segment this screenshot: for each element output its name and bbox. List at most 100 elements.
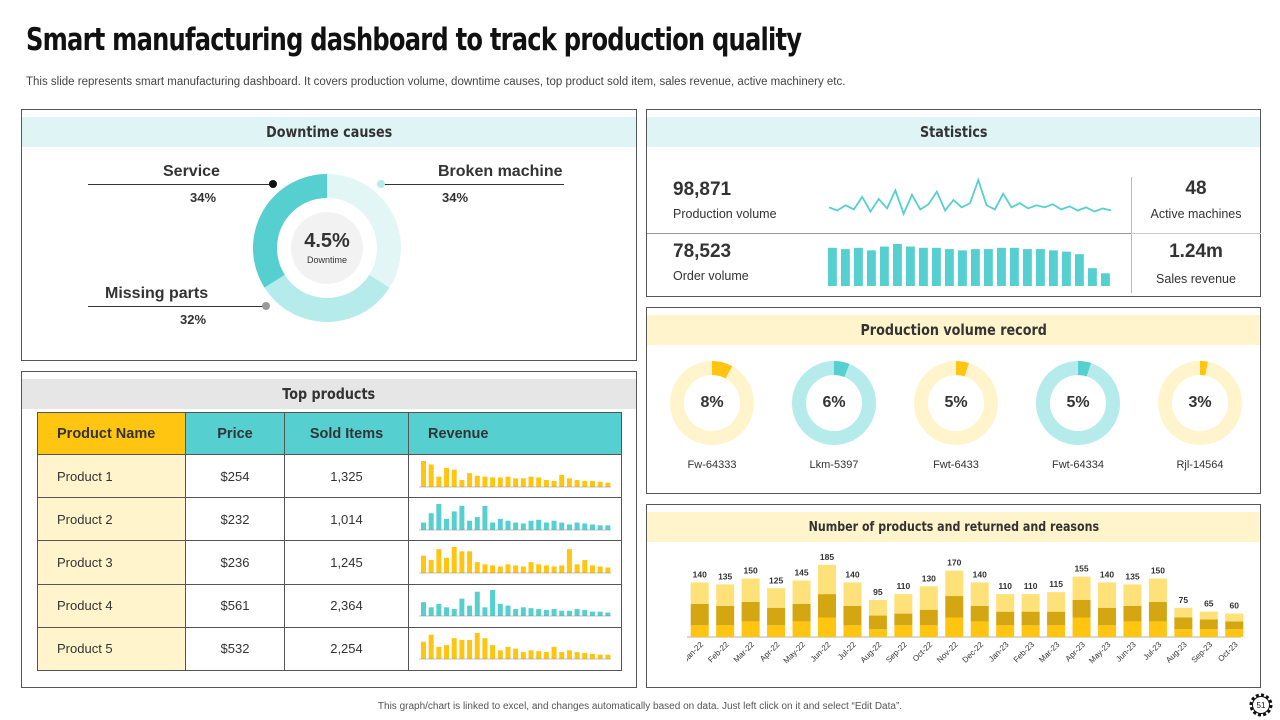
bar-segment-dec-22 xyxy=(970,605,989,622)
bar-segment-may-22 xyxy=(792,621,811,637)
sales-revenue-value: 1.24m xyxy=(1169,241,1223,262)
order-volume-bar xyxy=(932,247,941,286)
revenue-bar xyxy=(421,522,426,530)
product-name: Product 5 xyxy=(37,626,186,671)
bar-segment-oct-23 xyxy=(1225,629,1244,637)
revenue-cell xyxy=(408,626,622,671)
table-header-row: Product Name Price Sold Items Revenue xyxy=(37,412,622,455)
revenue-bar xyxy=(451,546,457,573)
total-label: 110 xyxy=(998,581,1012,591)
table-row: Product 2 $232 1,014 xyxy=(37,497,622,542)
revenue-bar xyxy=(536,564,542,573)
pvr-ring-value: 5% xyxy=(944,394,968,411)
donut-slice-missing-parts xyxy=(264,274,390,322)
bar-segment-mar-22 xyxy=(741,621,760,637)
revenue-bar xyxy=(589,611,595,617)
x-tick-label: May-23 xyxy=(1087,640,1113,666)
bar-segment-dec-22 xyxy=(970,582,989,606)
pvr-ring: 5% xyxy=(1035,360,1121,446)
bar-segment-oct-23 xyxy=(1225,613,1244,622)
revenue-bar xyxy=(589,654,595,660)
product-price: $232 xyxy=(185,497,285,542)
revenue-bar xyxy=(497,477,503,487)
stats-row-divider xyxy=(647,233,1131,234)
revenue-bar xyxy=(559,652,565,660)
pvr-ring: 3% xyxy=(1157,360,1243,446)
revenue-bar xyxy=(428,607,434,617)
order-volume-bar xyxy=(906,246,915,286)
returns-header: Number of products and returned and reas… xyxy=(647,512,1260,542)
product-name: Product 1 xyxy=(37,453,186,499)
bar-segment-mar-23 xyxy=(1047,625,1066,637)
bar-segment-jun-23 xyxy=(1123,605,1142,622)
bar-segment-mar-22 xyxy=(741,601,760,622)
bar-segment-feb-23 xyxy=(1021,625,1040,637)
x-tick-label: Jun-22 xyxy=(809,640,833,664)
revenue-bar xyxy=(543,610,549,617)
callout-missing-line xyxy=(88,306,265,307)
revenue-bar xyxy=(513,477,519,487)
bar-segment-jun-23 xyxy=(1123,621,1142,637)
product-name: Product 4 xyxy=(37,583,186,628)
order-volume-label: Order volume xyxy=(673,269,749,283)
revenue-bar xyxy=(467,472,473,487)
bar-segment-may-23 xyxy=(1098,582,1116,608)
revenue-bar xyxy=(490,477,496,487)
x-tick-label: Feb-22 xyxy=(706,640,731,665)
revenue-bar xyxy=(536,477,542,487)
bar-segment-jul-23 xyxy=(1148,621,1167,637)
x-tick-label: May-22 xyxy=(782,640,808,666)
total-label: 130 xyxy=(922,573,936,583)
revenue-bar xyxy=(605,612,611,617)
x-tick-label: Apr-22 xyxy=(758,640,782,664)
pvr-ring-fill xyxy=(834,361,850,377)
revenue-bar xyxy=(513,522,519,530)
bar-segment-may-23 xyxy=(1098,625,1116,637)
pvr-title: Production volume record xyxy=(860,321,1047,339)
revenue-bar xyxy=(528,650,534,660)
x-tick-label: Aug-22 xyxy=(859,640,884,665)
bar-segment-jan-22 xyxy=(690,582,709,604)
returns-chart-panel: Number of products and returned and reas… xyxy=(646,504,1261,688)
revenue-bar xyxy=(566,610,572,617)
pvr-ring-fill xyxy=(712,361,733,379)
callout-service-pct: 34% xyxy=(190,190,217,205)
bar-segment-jul-23 xyxy=(1148,601,1167,622)
revenue-bar xyxy=(497,604,503,617)
total-label: 150 xyxy=(744,566,758,576)
revenue-bar xyxy=(513,565,519,573)
revenue-bar xyxy=(605,525,611,530)
downtime-donut-chart: 4.5% Downtime xyxy=(253,174,401,322)
revenue-bar xyxy=(513,609,519,617)
revenue-bar xyxy=(559,474,565,487)
callout-service-dot xyxy=(269,180,277,188)
downtime-title: Downtime causes xyxy=(265,123,393,141)
revenue-bar xyxy=(520,566,526,573)
sales-revenue-label: Sales revenue xyxy=(1156,272,1236,286)
revenue-cell xyxy=(408,583,622,628)
bar-segment-may-22 xyxy=(792,603,811,622)
bar-segment-nov-22 xyxy=(945,617,964,637)
pvr-ring-chart xyxy=(1036,361,1120,445)
callout-broken-dot xyxy=(377,180,385,188)
x-tick-label: Jan-23 xyxy=(987,640,1011,664)
revenue-bar xyxy=(490,565,496,573)
bar-segment-jan-23 xyxy=(996,594,1015,612)
bar-segment-oct-22 xyxy=(919,586,938,610)
order-volume-bar xyxy=(919,247,928,286)
x-tick-label: Jul-23 xyxy=(1142,640,1164,662)
donut-center xyxy=(291,212,363,284)
revenue-bar xyxy=(543,479,549,487)
revenue-bar xyxy=(582,610,588,617)
revenue-bar xyxy=(505,520,511,530)
revenue-bar xyxy=(566,524,572,530)
total-label: 140 xyxy=(845,569,859,579)
bar-segment-feb-22 xyxy=(716,584,735,606)
statistics-header: Statistics xyxy=(647,117,1260,147)
bar-segment-oct-22 xyxy=(919,625,938,637)
bar-segment-jul-23 xyxy=(1148,578,1167,602)
bar-segment-nov-22 xyxy=(945,596,964,618)
pvr-ring: 5% xyxy=(913,360,999,446)
revenue-bar xyxy=(551,480,557,487)
bar-segment-jul-22 xyxy=(843,582,862,606)
